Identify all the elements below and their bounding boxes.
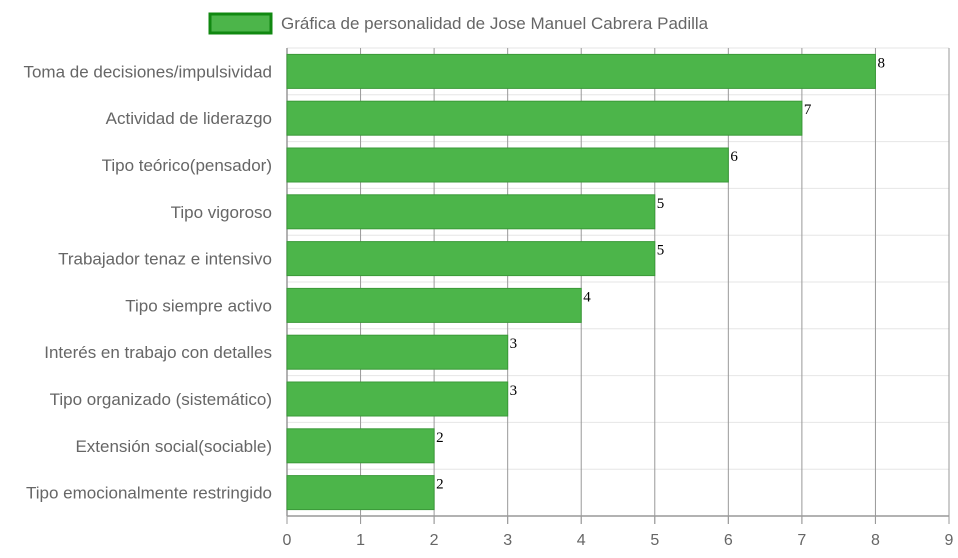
- bar-value-label: 3: [510, 383, 517, 399]
- category-label: Tipo vigoroso: [171, 203, 272, 222]
- bar: [286, 334, 509, 370]
- bar: [286, 194, 656, 230]
- x-tick-label: 2: [430, 532, 439, 549]
- x-tick-label: 9: [945, 532, 954, 549]
- category-label: Tipo organizado (sistemático): [50, 390, 272, 409]
- category-label: Tipo teórico(pensador): [102, 156, 272, 175]
- bar-value-label: 5: [657, 243, 665, 259]
- bar-value-label: 7: [804, 102, 812, 118]
- bar-value-label: 2: [436, 477, 444, 493]
- legend-swatch: [208, 12, 273, 35]
- bar: [286, 53, 876, 89]
- legend-label: Gráfica de personalidad de Jose Manuel C…: [281, 14, 709, 33]
- bar: [286, 100, 803, 136]
- category-label: Interés en trabajo con detalles: [44, 343, 272, 362]
- x-tick-label: 8: [871, 532, 880, 549]
- x-tick-label: 3: [503, 532, 512, 549]
- bar-value-label: 4: [583, 289, 591, 305]
- category-label: Actividad de liderazgo: [106, 109, 272, 128]
- category-label: Extensión social(sociable): [75, 437, 272, 456]
- x-tick-label: 0: [283, 532, 292, 549]
- bar: [286, 428, 435, 464]
- category-label: Trabajador tenaz e intensivo: [58, 250, 272, 269]
- value-labels: 8 7 6 5 5 4 3 3 2 2: [436, 55, 885, 492]
- bar-value-label: 3: [510, 336, 517, 352]
- bar-value-label: 2: [436, 430, 444, 446]
- category-label: Tipo siempre activo: [125, 296, 272, 315]
- bar: [286, 381, 509, 417]
- bar-value-label: 8: [877, 55, 885, 71]
- chart-legend: Gráfica de personalidad de Jose Manuel C…: [208, 12, 709, 35]
- x-tick-label: 5: [650, 532, 659, 549]
- bar: [286, 241, 656, 277]
- x-axis-ticks: 0 1 2 3 4 5 6 7 8 9: [283, 532, 954, 549]
- category-label: Toma de decisiones/impulsividad: [23, 62, 272, 81]
- bar-value-label: 6: [730, 149, 738, 165]
- chart-bars: [286, 53, 876, 511]
- x-tick-label: 7: [797, 532, 806, 549]
- bar: [286, 287, 582, 323]
- bar-value-label: 5: [657, 196, 665, 212]
- bar: [286, 147, 729, 183]
- x-tick-label: 4: [577, 532, 586, 549]
- category-labels: Toma de decisiones/impulsividad Actividad…: [23, 62, 272, 502]
- bar: [286, 475, 435, 511]
- category-label: Tipo emocionalmente restringido: [26, 484, 272, 503]
- x-tick-label: 1: [356, 532, 365, 549]
- x-tick-label: 6: [724, 532, 733, 549]
